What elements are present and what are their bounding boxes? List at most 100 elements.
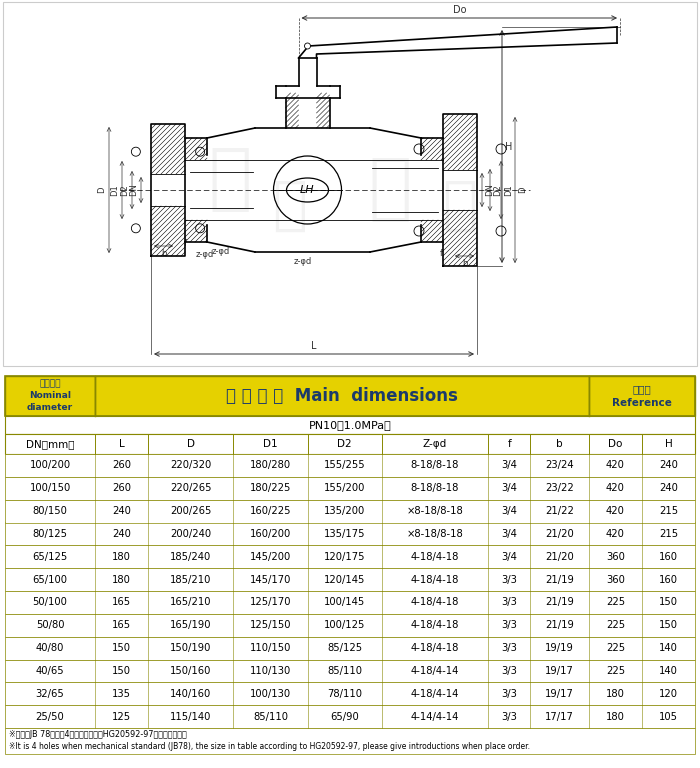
Text: D1: D1 (263, 439, 278, 449)
Text: 240: 240 (112, 529, 131, 539)
Text: 220/265: 220/265 (170, 483, 211, 493)
Bar (5, 705, 695, 728)
Text: 150: 150 (659, 598, 678, 607)
Text: 155/255: 155/255 (324, 461, 365, 471)
Bar (5, 434, 695, 454)
Text: 150: 150 (112, 666, 132, 676)
Text: 门: 门 (442, 177, 477, 233)
Text: 3/3: 3/3 (501, 621, 517, 631)
Text: 120/145: 120/145 (324, 574, 365, 584)
Text: DN: DN (129, 184, 138, 197)
Text: 23/22: 23/22 (545, 483, 574, 493)
Text: PN10（1.0MPa）: PN10（1.0MPa） (309, 420, 391, 430)
Text: 3/4: 3/4 (501, 483, 517, 493)
Bar (5, 545, 695, 568)
Text: f: f (184, 240, 187, 249)
Text: ×8-18/8-18: ×8-18/8-18 (407, 506, 463, 516)
Text: 110/130: 110/130 (250, 666, 291, 676)
Text: f: f (508, 439, 511, 449)
Text: 155/200: 155/200 (324, 483, 365, 493)
Text: 8-18/8-18: 8-18/8-18 (411, 461, 459, 471)
Text: 19/17: 19/17 (545, 666, 574, 676)
Text: ※It is 4 holes when mechanical standard (JB78), the size in table according to H: ※It is 4 holes when mechanical standard … (9, 742, 530, 751)
Text: 125: 125 (112, 712, 132, 722)
Bar (5, 728, 695, 754)
Text: H: H (505, 141, 512, 151)
Text: 100/150: 100/150 (29, 483, 71, 493)
Text: 4-18/4-18: 4-18/4-18 (411, 551, 459, 561)
Text: 145/170: 145/170 (250, 574, 291, 584)
Bar (3, 2, 697, 366)
Text: 21/19: 21/19 (545, 598, 574, 607)
Text: 85/110: 85/110 (253, 712, 288, 722)
Text: D2: D2 (493, 184, 502, 196)
Text: 公称通径
Nominal
diameter: 公称通径 Nominal diameter (27, 379, 74, 412)
Text: 180/280: 180/280 (250, 461, 291, 471)
Text: 160/200: 160/200 (250, 529, 291, 539)
Text: 23/24: 23/24 (545, 461, 574, 471)
Text: D: D (187, 439, 195, 449)
Text: 50/80: 50/80 (36, 621, 64, 631)
Text: 4-18/4-14: 4-18/4-14 (411, 689, 459, 699)
Text: 225: 225 (606, 621, 625, 631)
Text: 50/100: 50/100 (33, 598, 68, 607)
Bar (5, 376, 95, 416)
Text: 4-18/4-18: 4-18/4-18 (411, 621, 459, 631)
Text: 21/19: 21/19 (545, 621, 574, 631)
Bar (5, 591, 695, 614)
Text: 160: 160 (659, 574, 678, 584)
Text: D: D (97, 187, 106, 194)
Text: 160: 160 (659, 551, 678, 561)
Text: D: D (518, 187, 527, 194)
Bar (5, 500, 695, 522)
Bar (5, 376, 695, 416)
Text: 32/65: 32/65 (36, 689, 64, 699)
Bar (5, 568, 695, 591)
Text: 4-18/4-18: 4-18/4-18 (411, 574, 459, 584)
Text: 21/19: 21/19 (545, 574, 574, 584)
Text: 215: 215 (659, 529, 678, 539)
Text: 135: 135 (112, 689, 132, 699)
Text: 420: 420 (606, 483, 625, 493)
Text: D2: D2 (120, 184, 129, 196)
Text: 21/20: 21/20 (545, 529, 574, 539)
Text: 140: 140 (659, 666, 678, 676)
Text: 3/4: 3/4 (501, 551, 517, 561)
Text: 165/210: 165/210 (170, 598, 211, 607)
Text: DN（mm）: DN（mm） (26, 439, 74, 449)
Text: 260: 260 (112, 461, 132, 471)
Text: 150/160: 150/160 (170, 666, 211, 676)
Text: b: b (161, 249, 166, 258)
Bar (589, 376, 695, 416)
Text: 120: 120 (659, 689, 678, 699)
Text: 4-18/4-18: 4-18/4-18 (411, 643, 459, 653)
Text: 21/22: 21/22 (545, 506, 574, 516)
Text: 19/19: 19/19 (545, 643, 574, 653)
Text: 100/125: 100/125 (324, 621, 365, 631)
Text: 85/110: 85/110 (327, 666, 362, 676)
Text: 3/3: 3/3 (501, 712, 517, 722)
Text: 180: 180 (606, 712, 625, 722)
Text: D2: D2 (337, 439, 352, 449)
Text: 3/4: 3/4 (501, 529, 517, 539)
Text: 420: 420 (606, 506, 625, 516)
Text: 225: 225 (606, 643, 625, 653)
Text: 260: 260 (112, 483, 132, 493)
Bar (5, 522, 695, 545)
Bar (5, 637, 695, 660)
Text: 125/170: 125/170 (250, 598, 291, 607)
Text: 65/125: 65/125 (32, 551, 68, 561)
Text: 240: 240 (659, 483, 678, 493)
Text: 165: 165 (112, 621, 132, 631)
Text: 165/190: 165/190 (170, 621, 211, 631)
Text: 3/3: 3/3 (501, 689, 517, 699)
Bar (95, 376, 589, 416)
Text: L: L (119, 439, 125, 449)
Text: H: H (664, 439, 672, 449)
Text: LH: LH (300, 185, 315, 195)
Bar (5, 660, 695, 682)
Text: z-φd: z-φd (293, 257, 312, 266)
Text: 180/225: 180/225 (250, 483, 291, 493)
Text: 65/90: 65/90 (330, 712, 359, 722)
Text: b: b (556, 439, 563, 449)
